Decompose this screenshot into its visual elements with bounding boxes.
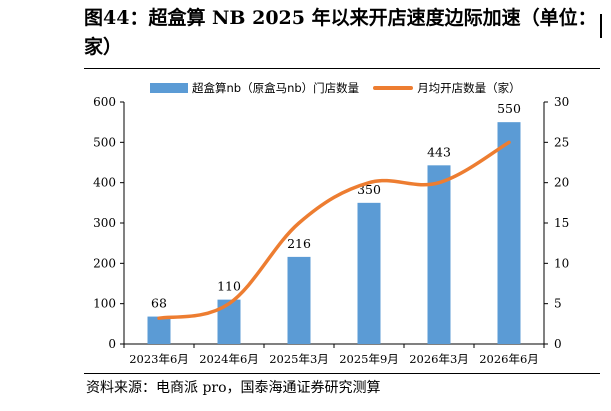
x-tick-label: 2025年3月 (269, 352, 329, 366)
bar (147, 316, 171, 344)
bar-data-label: 216 (287, 236, 311, 251)
figure-title: 图44：超盒算 NB 2025 年以来开店速度边际加速（单位：家） (84, 7, 597, 58)
bar (357, 202, 381, 344)
bar (217, 299, 241, 344)
left-tick-label: 400 (93, 176, 116, 190)
legend-item-line: 月均开店数量（家） (373, 80, 521, 96)
right-tick-label: 15 (554, 216, 569, 230)
bar-data-label: 443 (427, 144, 451, 159)
bar-data-label: 550 (497, 101, 521, 116)
x-tick-label: 2026年3月 (409, 352, 469, 366)
legend-swatch-bar (150, 83, 188, 93)
x-tick-label: 2023年6月 (129, 352, 189, 366)
bar (287, 256, 311, 344)
right-tick-label: 20 (554, 176, 569, 190)
right-tick-label: 25 (554, 135, 569, 149)
left-tick-label: 0 (108, 337, 116, 351)
right-tick-label: 10 (554, 256, 569, 270)
x-tick-label: 2025年9月 (339, 352, 399, 366)
title-rule (84, 68, 600, 69)
legend-swatch-line (373, 86, 414, 90)
left-tick-label: 200 (93, 256, 116, 270)
right-tick-label: 0 (554, 337, 562, 351)
right-tick-label: 30 (554, 95, 569, 109)
series-line (157, 140, 511, 320)
left-tick-label: 100 (93, 297, 116, 311)
x-tick-label: 2026年6月 (479, 352, 539, 366)
page-edge-mark (600, 14, 608, 38)
left-tick-label: 300 (93, 216, 116, 230)
bar (427, 165, 451, 344)
bar-data-label: 68 (151, 296, 167, 311)
bar-data-label: 110 (217, 279, 241, 294)
legend-label-bars: 超盒算nb（原盒马nb）门店数量 (192, 81, 360, 95)
right-tick-label: 5 (554, 297, 562, 311)
left-tick-label: 500 (93, 135, 116, 149)
legend-label-line: 月均开店数量（家） (417, 81, 521, 95)
x-tick-label: 2024年6月 (199, 352, 259, 366)
footer-rule (84, 373, 600, 374)
left-tick-label: 600 (93, 95, 116, 109)
bar (497, 122, 521, 345)
legend: 超盒算nb（原盒马nb）门店数量 月均开店数量（家） (150, 80, 521, 96)
legend-item-bars: 超盒算nb（原盒马nb）门店数量 (150, 80, 359, 96)
source-note: 资料来源：电商派 pro，国泰海通证券研究测算 (86, 380, 381, 396)
